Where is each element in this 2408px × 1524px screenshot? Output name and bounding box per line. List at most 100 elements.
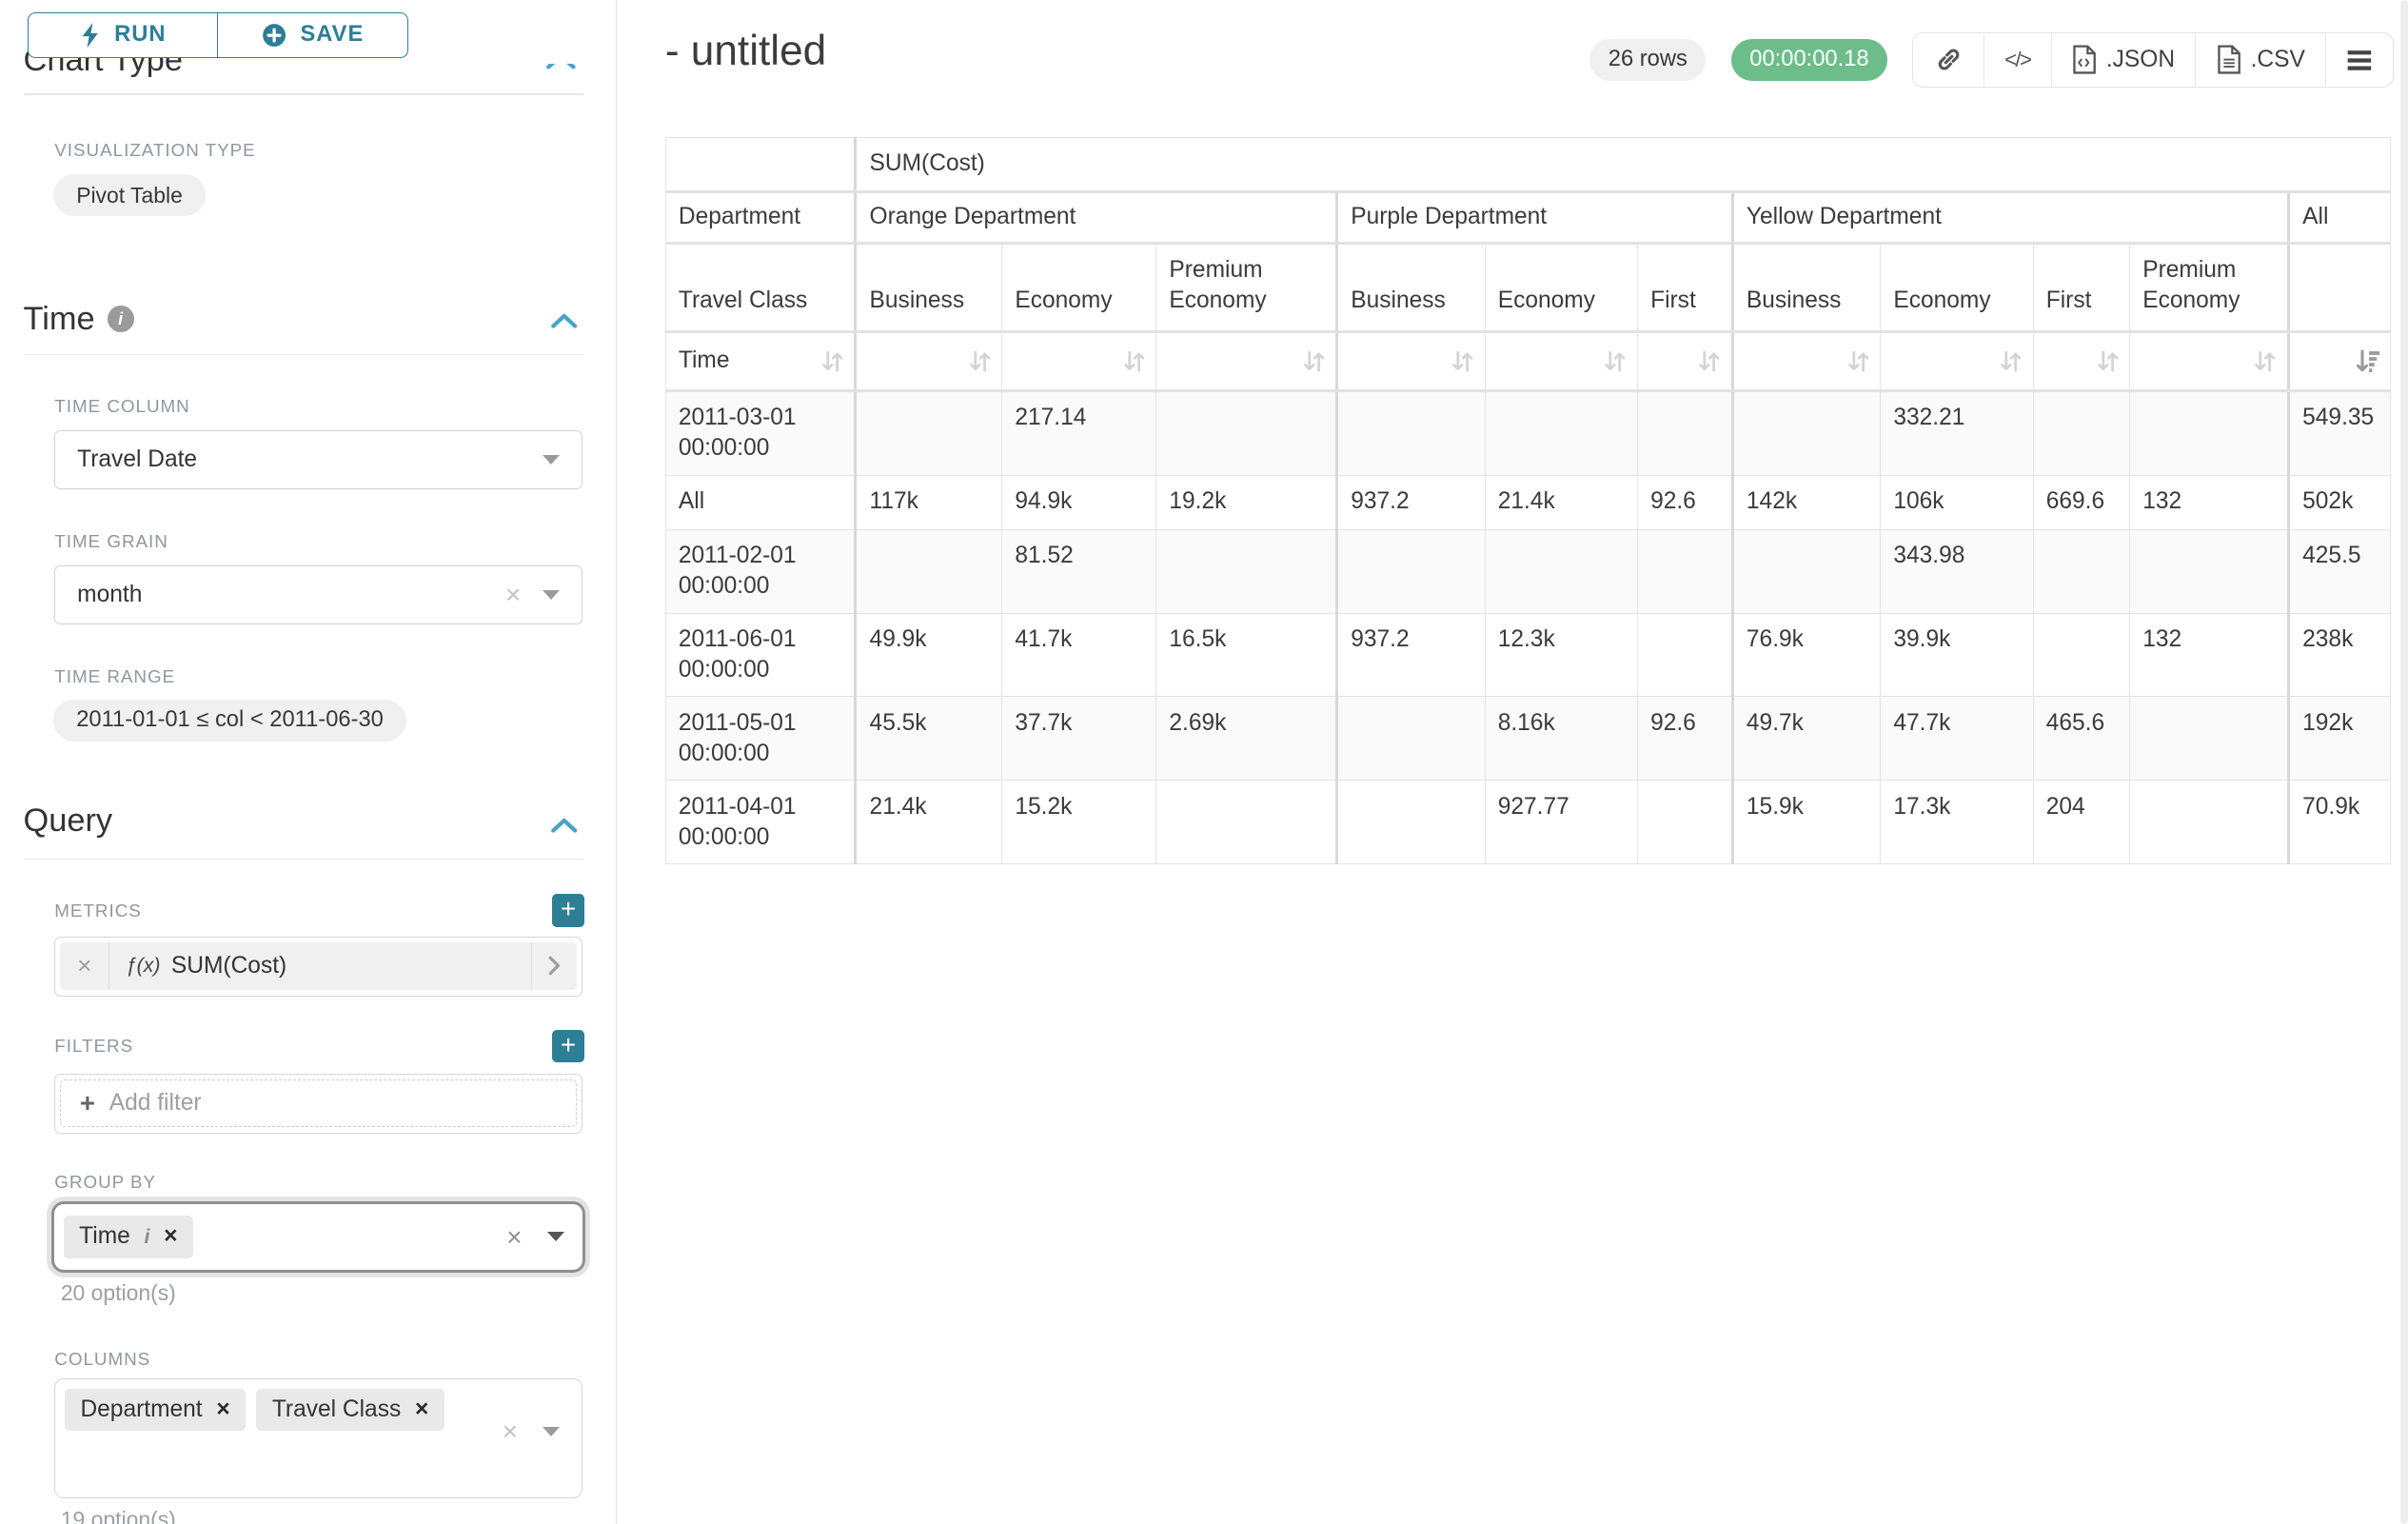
time-column-value: Travel Date: [77, 445, 198, 472]
time-column-select[interactable]: Travel Date: [54, 429, 583, 489]
sort-cell[interactable]: [1637, 330, 1733, 392]
sort-desc-active-icon[interactable]: [2354, 347, 2381, 375]
pivot-cell: [2032, 389, 2131, 476]
pivot-cell: [1637, 389, 1733, 476]
pivot-cell: 15.2k: [1001, 780, 1157, 864]
sort-icon[interactable]: [1300, 347, 1328, 375]
sort-icon[interactable]: [966, 347, 994, 375]
group-by-chip[interactable]: Time i ×: [63, 1216, 193, 1258]
pivot-metric-header: SUM(Cost): [854, 137, 2391, 193]
export-json-button[interactable]: .JSON: [2052, 33, 2197, 87]
pivot-cell: 19.2k: [1155, 474, 1338, 530]
time-grain-select[interactable]: month ×: [54, 565, 583, 625]
metric-expand-icon[interactable]: [530, 941, 577, 991]
sort-icon[interactable]: [1120, 347, 1148, 375]
table-row: 2011-03-01 00:00:00 217.14 332.21 549.35: [664, 389, 2391, 476]
sort-cell[interactable]: [1335, 330, 1486, 392]
table-row: 2011-05-01 00:00:00 45.5k 37.7k 2.69k 8.16k 9…: [664, 696, 2391, 782]
columns-chip[interactable]: Department ×: [65, 1389, 247, 1432]
remove-chip-icon[interactable]: ×: [164, 1223, 178, 1250]
sort-cell[interactable]: [1730, 330, 1882, 392]
time-sort-header[interactable]: Time: [664, 330, 857, 392]
embed-code-button[interactable]: </>: [1984, 33, 2052, 87]
query-section-heading: Query: [23, 802, 113, 839]
export-toolbar: </> .JSON .CSV: [1912, 32, 2395, 88]
columns-chip[interactable]: Travel Class ×: [256, 1389, 444, 1432]
sort-icon[interactable]: [1449, 347, 1476, 375]
time-collapse-chevron[interactable]: [550, 307, 578, 336]
sort-icon[interactable]: [819, 347, 846, 375]
remove-chip-icon[interactable]: ×: [216, 1396, 230, 1423]
time-range-value[interactable]: 2011-01-01 ≤ col < 2011-06-30: [52, 699, 407, 742]
caret-down-icon[interactable]: [543, 1427, 561, 1437]
pivot-cell: 16.5k: [1155, 612, 1338, 698]
visualization-type-value[interactable]: Pivot Table: [52, 174, 207, 217]
columns-select[interactable]: Department × Travel Class × ×: [54, 1378, 583, 1499]
add-filter-button[interactable]: + Add filter: [60, 1079, 578, 1128]
copy-link-button[interactable]: [1913, 33, 1985, 87]
sort-cell[interactable]: [1484, 330, 1638, 392]
lightning-icon: [82, 22, 98, 48]
column-group-row: Department Orange Department Purple Depart…: [664, 190, 2391, 245]
table-row: 2011-04-01 00:00:00 21.4k 15.2k 927.77 15.9k…: [664, 780, 2391, 864]
link-icon: [1938, 49, 1960, 70]
section-divider: [23, 353, 583, 356]
pivot-col-header: Business: [854, 242, 1003, 333]
main-scrollbar[interactable]: [2400, 0, 2408, 1524]
query-timer-badge: 00:00:00.18: [1730, 38, 1888, 82]
row-dimension-header: Department: [664, 190, 857, 245]
add-filter-plus-button[interactable]: +: [552, 1029, 585, 1063]
more-options-button[interactable]: [2326, 33, 2393, 86]
sort-icon[interactable]: [2094, 347, 2122, 375]
sort-row: Time: [664, 330, 2391, 392]
pivot-colgroup-header: All: [2287, 190, 2391, 245]
pivot-cell: 332.21: [1880, 389, 2034, 476]
clear-icon[interactable]: ×: [505, 580, 522, 610]
info-icon: i: [107, 306, 134, 333]
sort-cell[interactable]: [2129, 330, 2290, 392]
sort-icon[interactable]: [1845, 347, 1872, 375]
filters-control: + Add filter: [54, 1073, 583, 1135]
table-row: 2011-02-01 00:00:00 81.52 343.98 425.5: [664, 528, 2391, 614]
pivot-row-label: 2011-04-01 00:00:00: [664, 780, 857, 864]
sort-cell[interactable]: [2032, 330, 2131, 392]
sort-cell[interactable]: [854, 330, 1003, 392]
chart-type-collapse-chevron[interactable]: [545, 64, 580, 71]
pivot-cell: 343.98: [1880, 528, 2034, 614]
run-button[interactable]: RUN: [28, 12, 219, 58]
pivot-cell: [1155, 389, 1338, 476]
column-info-icon: i: [144, 1224, 150, 1248]
sort-icon[interactable]: [2251, 347, 2279, 375]
pivot-col-header: Business: [1730, 242, 1882, 333]
caret-down-icon[interactable]: [546, 1232, 564, 1242]
sort-cell[interactable]: [1880, 330, 2034, 392]
pivot-col-header: Premium Economy: [1155, 242, 1338, 333]
sort-icon[interactable]: [1601, 347, 1628, 375]
pivot-col-header: Economy: [1880, 242, 2034, 333]
sort-cell-active[interactable]: [2287, 330, 2391, 392]
pivot-cell: 192k: [2287, 696, 2391, 782]
add-metric-button[interactable]: +: [552, 894, 585, 927]
remove-chip-icon[interactable]: ×: [414, 1396, 429, 1423]
metric-pill[interactable]: × ƒ(x) SUM(Cost): [60, 941, 578, 991]
pivot-cell: [2129, 696, 2290, 782]
add-filter-placeholder: Add filter: [109, 1089, 202, 1116]
export-csv-button[interactable]: .CSV: [2196, 33, 2327, 87]
remove-metric-icon[interactable]: ×: [60, 941, 110, 991]
sort-cell[interactable]: [1155, 330, 1338, 392]
pivot-cell: [1335, 389, 1486, 476]
pivot-cell: 39.9k: [1880, 612, 2034, 698]
pivot-cell: 92.6: [1637, 474, 1733, 530]
group-by-select[interactable]: Time i × ×: [51, 1200, 586, 1274]
pivot-cell: [1335, 696, 1486, 782]
query-collapse-chevron[interactable]: [550, 812, 578, 841]
pivot-cell: 47.7k: [1880, 696, 2034, 782]
clear-all-icon[interactable]: ×: [502, 1416, 518, 1447]
sort-icon[interactable]: [1997, 347, 2024, 375]
sort-icon[interactable]: [1695, 347, 1723, 375]
pivot-table: SUM(Cost) Department Orange Department Purp…: [664, 137, 2391, 864]
pivot-cell: [1637, 612, 1733, 698]
sort-cell[interactable]: [1001, 330, 1157, 392]
save-button[interactable]: SAVE: [218, 12, 408, 58]
clear-all-icon[interactable]: ×: [506, 1221, 523, 1252]
